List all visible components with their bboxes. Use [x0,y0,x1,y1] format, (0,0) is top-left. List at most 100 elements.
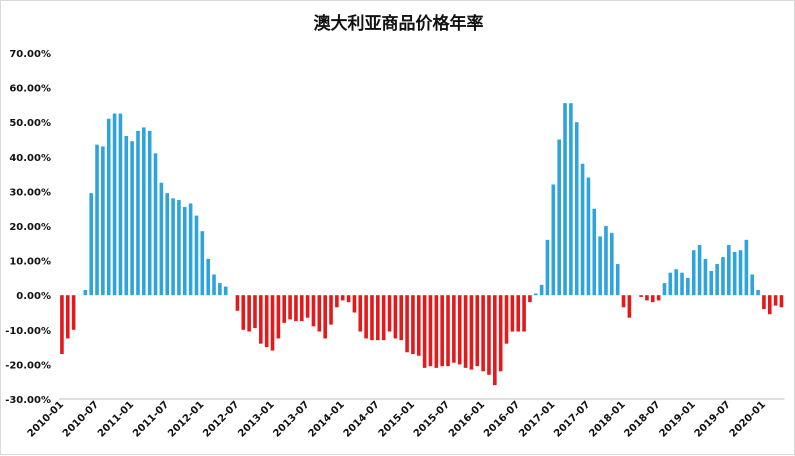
y-tick-label: 20.00% [9,222,51,233]
bar [130,141,134,296]
bar [744,239,749,296]
bar [475,295,480,367]
bar [118,113,123,296]
bar [767,295,772,315]
bar [270,295,275,351]
bar [411,295,415,355]
y-tick-label: 0.00% [16,291,51,302]
bars [60,103,784,386]
x-tick-label: 2017-07 [552,399,592,439]
bar [288,295,292,320]
bar [738,250,743,296]
bar [317,295,322,332]
bar [621,295,626,308]
bar [650,295,655,303]
bar [422,295,427,368]
x-tick-label: 2013-07 [271,399,311,439]
bar [376,295,380,341]
bar [481,295,485,372]
bar [311,295,316,327]
x-tick-label: 2012-07 [201,399,241,439]
bar [364,295,368,339]
bar [762,295,766,310]
y-tick-label: 10.00% [9,257,51,268]
bar [779,295,784,308]
bar [142,127,146,296]
y-tick-label: -20.00% [5,360,51,371]
bar [656,295,661,301]
bar [335,295,339,308]
bar [539,284,544,296]
y-tick-label: 40.00% [9,153,51,164]
bar [709,270,714,296]
bar [399,295,404,341]
y-tick-label: -30.00% [5,395,51,406]
x-tick-label: 2018-07 [622,399,662,439]
bar [124,136,129,296]
bar [691,250,696,296]
bar [592,208,597,296]
bar [569,103,573,296]
bar [106,118,111,296]
bar [147,130,152,296]
bar [305,295,310,318]
bar [639,295,643,297]
bar [370,295,374,341]
y-tick-label: 30.00% [9,187,51,198]
bar [200,231,205,296]
bar [188,203,193,296]
bar [235,295,240,311]
bar [516,295,521,332]
bar [223,286,228,296]
bar [381,295,386,341]
x-tick-label: 2015-01 [377,399,417,439]
bar [182,206,187,296]
x-tick-label: 2013-01 [236,399,276,439]
bar [393,295,398,339]
bar [452,295,456,363]
bar [194,215,199,296]
x-tick-label: 2016-07 [482,399,522,439]
x-tick-label: 2011-07 [131,399,171,439]
bar [358,295,363,332]
bar [721,257,725,296]
bar [416,295,421,356]
bar [674,269,678,296]
bar [387,295,392,332]
bar [580,163,585,296]
bar [153,153,158,296]
bar [165,193,170,296]
bar [259,295,263,344]
bar [340,295,345,301]
bar [446,295,450,367]
bar [282,295,287,323]
bar [545,239,550,296]
bar [299,295,304,322]
bar [352,295,357,313]
bar [493,295,497,386]
x-axis-labels: 2010-012010-072011-012011-072012-012012-… [26,399,768,439]
bar [686,277,690,296]
bar [276,295,281,339]
bar [498,295,503,372]
x-tick-label: 2015-07 [412,399,452,439]
bar [645,295,649,301]
x-tick-label: 2012-01 [166,399,206,439]
bar [247,295,251,332]
bar [522,295,526,332]
bar [212,274,216,296]
bar [206,258,210,296]
bar [89,193,93,296]
bar [598,236,602,296]
bar [159,182,164,296]
bar [440,295,444,367]
bar [697,245,702,296]
bar [136,130,140,296]
bar [715,264,719,296]
bar [557,139,561,296]
y-tick-label: 60.00% [9,84,51,95]
bar [457,295,462,365]
bar [533,293,538,296]
